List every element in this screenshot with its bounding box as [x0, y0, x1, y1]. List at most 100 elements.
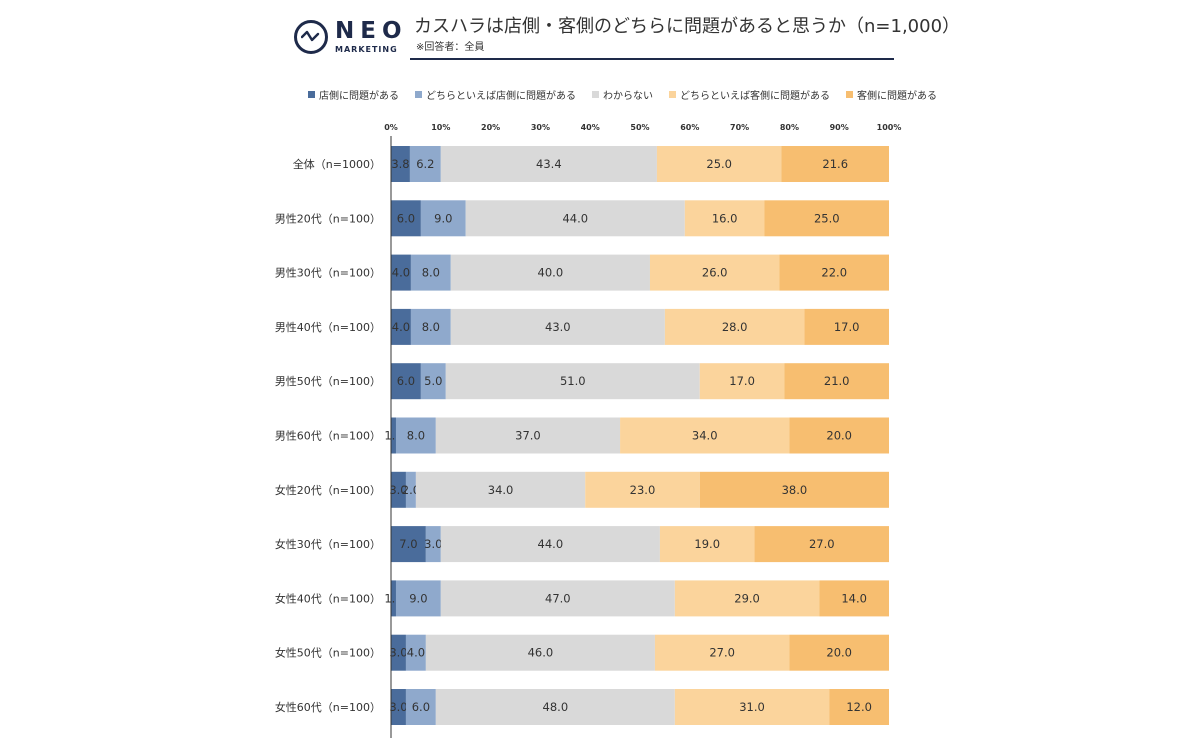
legend-swatch — [592, 91, 599, 98]
data-label: 47.0 — [545, 591, 571, 605]
category-label: 女性40代（n=100） — [275, 591, 381, 605]
bar-segment — [649, 254, 780, 291]
category-label: 男性50代（n=100） — [275, 374, 381, 388]
data-label: 4.0 — [392, 266, 410, 280]
legend-label: わからない — [603, 91, 653, 102]
x-tick-label: 30% — [531, 123, 550, 132]
bar-segment — [391, 254, 411, 291]
data-label: 46.0 — [528, 646, 554, 660]
data-label: 3.0 — [389, 483, 407, 497]
bar-segment — [395, 580, 441, 617]
bar-segment — [440, 580, 675, 617]
bar-segment — [654, 634, 790, 671]
data-label: 7.0 — [399, 537, 417, 551]
bar-segment — [819, 580, 889, 617]
category-label: 女性50代（n=100） — [275, 646, 381, 660]
bar-segment — [425, 526, 441, 563]
data-label: 4.0 — [407, 646, 425, 660]
bar-segment — [781, 146, 889, 182]
data-label: 3.0 — [389, 700, 407, 714]
data-label: 40.0 — [538, 266, 564, 280]
data-label: 21.0 — [824, 374, 850, 388]
data-label: 23.0 — [630, 483, 656, 497]
chart-title: カスハラは店側・客側のどちらに問題があると思うか（n=1,000） — [414, 16, 961, 37]
bar-segment — [789, 417, 889, 454]
data-label: 8.0 — [422, 266, 440, 280]
bar-segment — [659, 526, 755, 563]
legend-swatch — [846, 91, 853, 98]
data-label: 9.0 — [409, 591, 427, 605]
category-label: 女性30代（n=100） — [275, 537, 381, 551]
data-label: 3.0 — [389, 646, 407, 660]
x-tick-label: 50% — [630, 123, 649, 132]
legend-item: どちらといえば店側に問題がある — [415, 87, 576, 102]
legend-item: 店側に問題がある — [308, 87, 399, 102]
category-label: 女性60代（n=100） — [275, 700, 381, 714]
data-label: 26.0 — [702, 266, 728, 280]
bar-segment — [391, 417, 396, 454]
data-label: 6.0 — [397, 374, 415, 388]
bar-segment — [415, 471, 586, 508]
data-label: 51.0 — [560, 374, 586, 388]
bar-segment — [391, 363, 421, 400]
data-label: 43.4 — [536, 157, 562, 171]
bar-segment — [779, 254, 889, 291]
bar-segment — [410, 308, 451, 345]
data-label: 12.0 — [846, 700, 872, 714]
legend-label: どちらといえば店側に問題がある — [426, 91, 576, 102]
bar-segment — [440, 526, 660, 563]
data-label: 27.0 — [809, 537, 835, 551]
bar-segment — [391, 471, 406, 508]
bar-segment — [391, 308, 411, 345]
bar-segment — [445, 363, 700, 400]
data-label: 29.0 — [734, 591, 760, 605]
bar-segment — [789, 634, 889, 671]
category-label: 男性30代（n=100） — [275, 266, 381, 280]
legend-label: どちらといえば客側に問題がある — [680, 91, 830, 102]
legend-swatch — [415, 91, 422, 98]
bar-segment — [435, 417, 621, 454]
data-label: 25.0 — [706, 157, 732, 171]
bar-segment — [391, 580, 396, 617]
bar-segment — [420, 200, 466, 237]
data-label: 34.0 — [488, 483, 514, 497]
data-label: 25.0 — [814, 211, 840, 225]
chart-subtitle: ※回答者：全員 — [416, 42, 485, 53]
bar-segment — [405, 689, 436, 725]
data-label: 8.0 — [422, 320, 440, 334]
data-label: 17.0 — [834, 320, 860, 334]
bar-segment — [620, 417, 790, 454]
data-label: 48.0 — [543, 700, 569, 714]
category-label: 全体（n=1000） — [293, 157, 381, 171]
data-label: 28.0 — [722, 320, 748, 334]
data-label: 31.0 — [739, 700, 765, 714]
data-label: 6.0 — [412, 700, 430, 714]
x-tick-label: 0% — [384, 123, 398, 132]
bar-segment — [410, 254, 451, 291]
bar-segment — [391, 634, 406, 671]
category-label: 男性20代（n=100） — [275, 211, 381, 225]
data-label: 8.0 — [407, 429, 425, 443]
data-label: 44.0 — [538, 537, 564, 551]
bar-segment — [405, 634, 426, 671]
legend-item: わからない — [592, 87, 653, 102]
bar-segment — [420, 363, 446, 400]
x-tick-label: 40% — [581, 123, 600, 132]
data-label: 9.0 — [434, 211, 452, 225]
data-label: 2.0 — [402, 483, 420, 497]
category-label: 男性40代（n=100） — [275, 320, 381, 334]
bar-segment — [465, 200, 685, 237]
bar-segment — [395, 417, 436, 454]
bar-segment — [585, 471, 700, 508]
data-label: 3.0 — [424, 537, 442, 551]
bar-segment — [409, 146, 441, 182]
logo-mark-icon — [294, 20, 328, 54]
legend-label: 客側に問題がある — [857, 91, 937, 102]
bar-segment — [829, 689, 889, 725]
bar-segment — [699, 363, 785, 400]
data-label: 5.0 — [424, 374, 442, 388]
data-label: 6.2 — [416, 157, 434, 171]
chart-legend: 店側に問題がある どちらといえば店側に問題がある わからない どちらといえば客側に問題… — [308, 87, 937, 102]
title-underline — [410, 58, 894, 60]
